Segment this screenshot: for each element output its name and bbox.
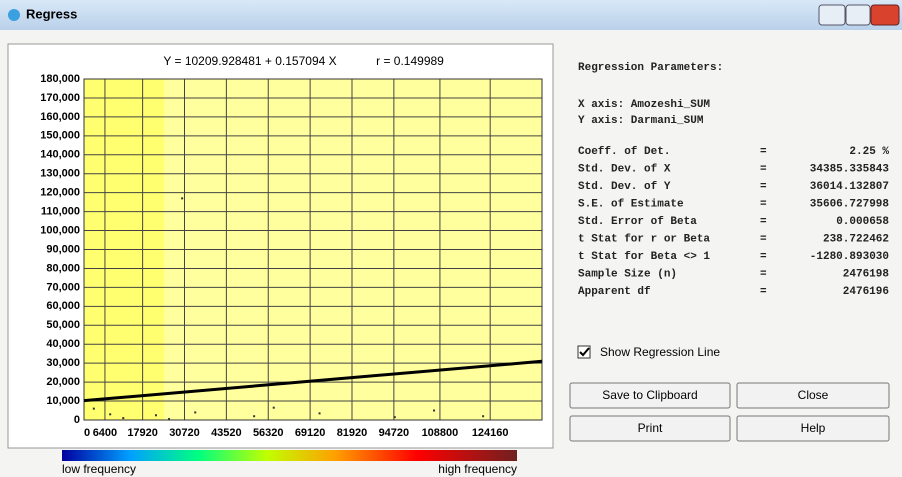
window-title: Regress — [26, 6, 77, 21]
checkbox-label[interactable]: Show Regression Line — [600, 345, 720, 359]
button-label[interactable]: Print — [638, 421, 663, 435]
y-tick-label: 50,000 — [46, 319, 80, 331]
data-point — [253, 415, 256, 418]
y-tick-label: 30,000 — [46, 357, 80, 369]
panel-heading: Regression Parameters: — [578, 62, 723, 74]
checkbox-check — [579, 347, 590, 357]
y-tick-label: 0 — [74, 414, 80, 426]
legend-high: high frequency — [438, 462, 517, 476]
data-point — [318, 412, 321, 415]
stat-value: 34385.335843 — [810, 163, 890, 175]
stat-value: 2476196 — [843, 286, 889, 298]
maximize-button[interactable] — [845, 4, 871, 26]
y-tick-label: 120,000 — [40, 187, 80, 199]
y-tick-label: 180,000 — [40, 73, 80, 85]
x-tick-label: 43520 — [211, 427, 242, 439]
regression-line — [83, 359, 543, 403]
x-tick-label: 94720 — [379, 427, 410, 439]
close-window-button[interactable] — [870, 4, 900, 26]
y-tick-label: 40,000 — [46, 338, 80, 350]
stat-value: -1280.893030 — [810, 251, 889, 263]
stat-label: t Stat for r or Beta — [578, 233, 710, 245]
stat-value: 36014.132807 — [810, 181, 889, 193]
data-point — [154, 414, 157, 417]
stat-sign: = — [760, 163, 767, 175]
stat-label: t Stat for Beta <> 1 — [578, 251, 710, 263]
button-label[interactable]: Help — [801, 421, 826, 435]
x-tick-label: 81920 — [337, 427, 368, 439]
x-tick-label: 6400 — [93, 427, 117, 439]
plot-frame — [83, 78, 543, 421]
data-point — [122, 417, 125, 420]
y-tick-label: 10,000 — [46, 395, 80, 407]
x-tick-label: 0 — [84, 427, 90, 439]
stat-value: 2.25 % — [849, 146, 889, 158]
app-icon — [8, 9, 20, 21]
button[interactable] — [736, 382, 890, 409]
x-tick-label: 108800 — [422, 427, 459, 439]
frequency-bar — [62, 450, 517, 461]
stat-label: Sample Size (n) — [578, 268, 677, 280]
r-value: r = 0.149989 — [376, 54, 444, 68]
data-point — [109, 413, 112, 416]
y-tick-label: 100,000 — [40, 224, 80, 236]
stat-label: Std. Dev. of Y — [578, 181, 671, 193]
y-tick-label: 140,000 — [40, 149, 80, 161]
x-tick-label: 124160 — [472, 427, 509, 439]
y-tick-label: 130,000 — [40, 168, 80, 180]
stat-value: 0.000658 — [836, 216, 889, 228]
x-tick-label: 30720 — [169, 427, 200, 439]
y-tick-label: 60,000 — [46, 300, 80, 312]
stat-sign: = — [760, 268, 767, 280]
x-tick-label: 17920 — [127, 427, 158, 439]
data-point — [393, 416, 396, 419]
y-tick-label: 160,000 — [40, 111, 80, 123]
data-point — [194, 411, 197, 414]
title-bar — [0, 0, 902, 30]
stat-label: Std. Dev. of X — [578, 163, 671, 175]
x-axis-name: X axis: Amozeshi_SUM — [578, 99, 710, 111]
x-tick-label: 56320 — [253, 427, 284, 439]
stat-value: 238.722462 — [823, 233, 889, 245]
stat-value: 2476198 — [843, 268, 890, 280]
data-point — [272, 406, 275, 409]
stat-sign: = — [760, 233, 767, 245]
stat-label: Coeff. of Det. — [578, 146, 670, 158]
minimize-button[interactable] — [818, 4, 846, 26]
button-label[interactable]: Close — [798, 388, 829, 402]
y-tick-label: 20,000 — [46, 376, 80, 388]
stat-sign: = — [760, 286, 767, 298]
stat-sign: = — [760, 198, 767, 210]
stat-sign: = — [760, 216, 767, 228]
button[interactable] — [736, 415, 890, 442]
x-tick-label: 69120 — [295, 427, 326, 439]
button[interactable] — [569, 382, 731, 409]
y-tick-label: 80,000 — [46, 262, 80, 274]
button[interactable] — [569, 415, 731, 442]
stat-label: Apparent df — [578, 286, 651, 298]
y-tick-label: 170,000 — [40, 92, 80, 104]
button-label[interactable]: Save to Clipboard — [602, 388, 697, 402]
data-point — [92, 407, 95, 410]
stat-label: S.E. of Estimate — [578, 198, 684, 210]
data-point — [181, 197, 184, 200]
data-point — [433, 409, 436, 412]
y-tick-label: 110,000 — [41, 206, 80, 218]
stat-sign: = — [760, 181, 767, 193]
y-axis-name: Y axis: Darmani_SUM — [578, 115, 704, 127]
equation: Y = 10209.928481 + 0.157094 X — [163, 54, 336, 68]
y-tick-label: 150,000 — [40, 130, 80, 142]
y-tick-label: 90,000 — [46, 243, 80, 255]
stat-sign: = — [760, 146, 767, 158]
data-point — [482, 415, 485, 418]
stat-label: Std. Error of Beta — [578, 216, 697, 228]
stat-value: 35606.727998 — [810, 198, 890, 210]
stat-sign: = — [760, 251, 767, 263]
data-point — [168, 418, 171, 421]
legend-low: low frequency — [62, 462, 136, 476]
y-tick-label: 70,000 — [46, 281, 80, 293]
